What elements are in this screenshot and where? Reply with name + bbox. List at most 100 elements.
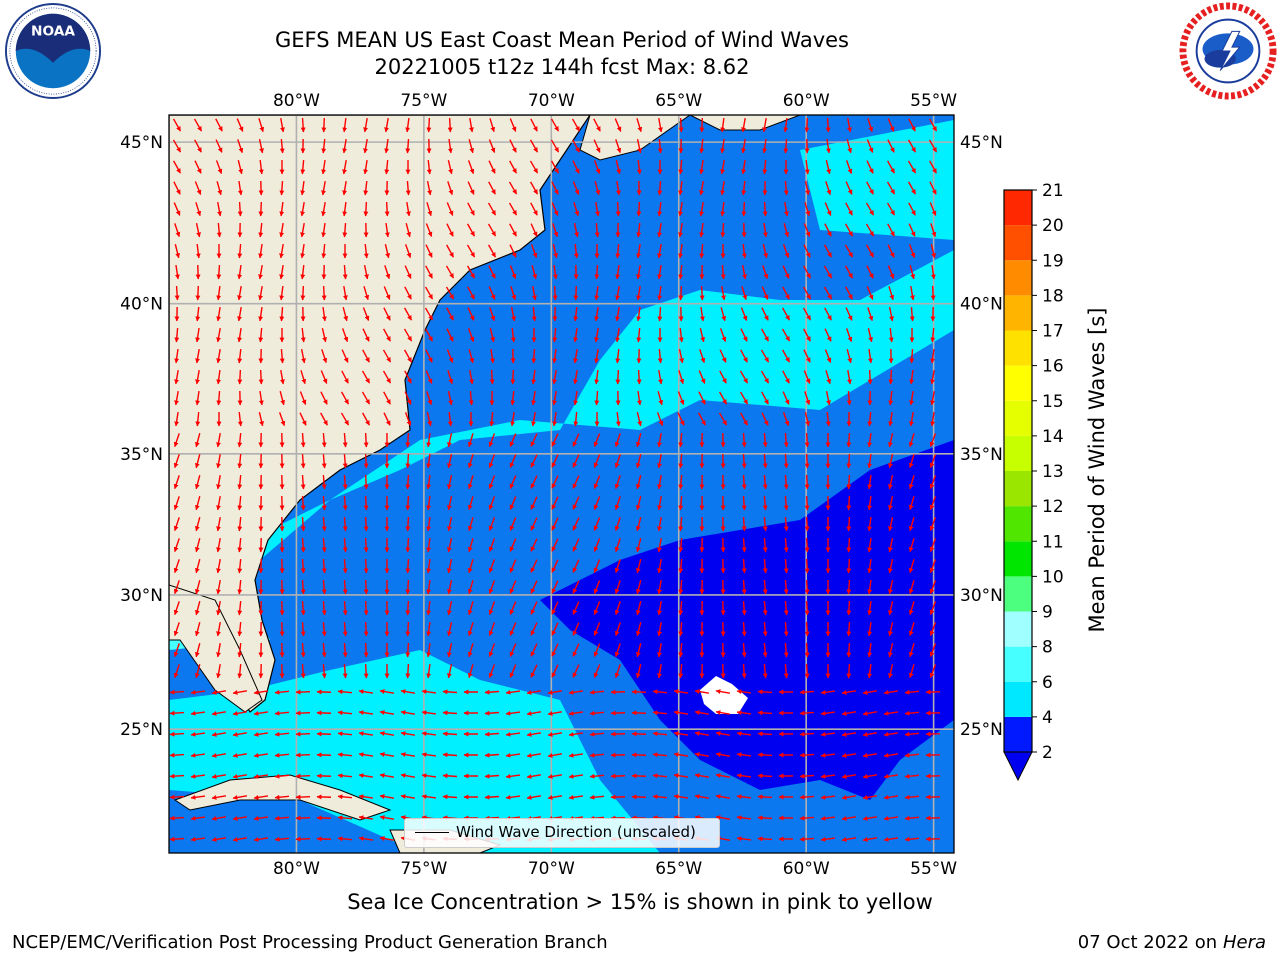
wave-direction-arrow: [469, 369, 474, 385]
wave-direction-arrow: [258, 369, 264, 385]
wave-direction-arrow: [886, 202, 896, 216]
wave-direction-arrow: [551, 643, 559, 657]
wave-direction-arrow: [657, 663, 662, 679]
wave-direction-arrow: [194, 622, 201, 637]
wave-direction-arrow: [300, 579, 306, 595]
wave-direction-arrow: [929, 601, 937, 616]
wave-direction-arrow: [237, 285, 242, 301]
lon-label-bottom: 65°W: [655, 859, 702, 879]
wave-direction-arrow: [908, 223, 916, 237]
wave-direction-arrow: [552, 285, 558, 301]
wave-direction-arrow: [825, 181, 832, 196]
wave-direction-arrow: [636, 369, 642, 385]
colorbar-tick-label: 12: [1042, 497, 1064, 517]
wave-direction-arrow: [867, 495, 873, 511]
wave-direction-arrow: [573, 369, 578, 385]
wave-direction-arrow: [720, 138, 725, 154]
wave-direction-arrow: [636, 390, 642, 406]
wave-direction-arrow: [299, 391, 307, 405]
wave-direction-arrow: [211, 837, 227, 842]
wave-direction-arrow: [216, 432, 221, 448]
wave-direction-arrow: [488, 286, 496, 300]
chart-subtitle: 20221005 t12z 144h fcst Max: 8.62: [374, 55, 750, 79]
wave-direction-arrow: [904, 836, 920, 842]
wave-direction-arrow: [426, 495, 432, 511]
wave-direction-arrow: [300, 180, 306, 196]
wave-direction-arrow: [741, 495, 747, 511]
wave-direction-arrow: [172, 139, 182, 153]
wave-direction-arrow: [862, 816, 878, 821]
wave-direction-arrow: [846, 495, 852, 511]
wave-direction-arrow: [741, 243, 747, 259]
wave-direction-arrow: [342, 474, 348, 490]
wave-direction-arrow: [888, 622, 894, 637]
wave-direction-arrow: [258, 306, 264, 322]
wave-direction-arrow: [321, 201, 326, 217]
wave-direction-arrow: [862, 774, 878, 779]
wave-direction-arrow: [781, 349, 791, 363]
wave-direction-arrow: [888, 517, 894, 532]
wave-direction-arrow: [363, 537, 369, 553]
wave-direction-arrow: [216, 663, 221, 679]
lat-label-left: 45°N: [120, 133, 163, 153]
wave-direction-arrow: [804, 516, 810, 532]
wave-direction-arrow: [442, 752, 458, 758]
lon-label-bottom: 80°W: [273, 859, 320, 879]
wave-direction-arrow: [216, 181, 223, 196]
wave-direction-arrow: [803, 223, 811, 237]
wave-direction-arrow: [295, 731, 311, 737]
wave-direction-arrow: [572, 139, 580, 153]
wave-direction-arrow: [531, 411, 536, 427]
wave-direction-arrow: [531, 369, 537, 385]
wave-direction-arrow: [237, 201, 243, 217]
wave-direction-arrow: [362, 412, 370, 426]
wave-direction-arrow: [888, 390, 894, 406]
wave-direction-arrow: [237, 516, 243, 532]
wave-direction-arrow: [421, 773, 437, 779]
wave-direction-arrow: [845, 286, 853, 300]
wave-direction-arrow: [799, 773, 815, 779]
wave-direction-arrow: [530, 517, 538, 531]
wave-direction-arrow: [215, 139, 223, 153]
wave-direction-arrow: [552, 327, 558, 343]
wave-direction-arrow: [274, 836, 290, 842]
wave-direction-arrow: [844, 223, 854, 237]
wave-direction-arrow: [820, 731, 836, 737]
wave-direction-arrow: [799, 794, 815, 800]
wave-direction-arrow: [300, 222, 305, 238]
wave-direction-arrow: [804, 495, 810, 511]
wave-direction-arrow: [715, 731, 731, 736]
wave-direction-arrow: [467, 307, 475, 321]
footer-branch: NCEP/EMC/Verification Post Processing Pr…: [12, 932, 608, 953]
wave-direction-arrow: [593, 118, 601, 132]
wave-direction-arrow: [740, 349, 748, 363]
wave-direction-arrow: [530, 664, 538, 678]
wave-direction-arrow: [426, 412, 432, 427]
wave-direction-arrow: [342, 307, 349, 322]
wave-direction-arrow: [253, 794, 269, 800]
wave-direction-arrow: [405, 474, 411, 490]
wave-direction-arrow: [425, 349, 433, 363]
wave-direction-arrow: [757, 836, 773, 842]
wave-direction-arrow: [442, 710, 458, 716]
wave-direction-arrow: [173, 664, 180, 679]
wave-direction-arrow: [342, 663, 348, 679]
wave-direction-arrow: [572, 475, 580, 489]
wave-direction-arrow: [908, 118, 916, 132]
wave-direction-arrow: [657, 558, 662, 574]
wave-direction-arrow: [253, 689, 269, 695]
wave-direction-arrow: [694, 752, 710, 757]
wave-direction-arrow: [720, 307, 727, 322]
lat-label-left: 25°N: [120, 720, 163, 740]
wave-direction-arrow: [635, 496, 642, 511]
wave-direction-arrow: [929, 433, 937, 448]
wave-direction-arrow: [532, 285, 537, 301]
wave-direction-arrow: [468, 349, 475, 364]
wave-direction-arrow: [866, 160, 874, 174]
wave-direction-arrow: [572, 601, 580, 615]
wave-direction-arrow: [572, 664, 580, 678]
wave-direction-arrow: [929, 181, 937, 195]
wave-direction-arrow: [342, 537, 348, 553]
wave-direction-arrow: [400, 794, 416, 799]
wave-direction-arrow: [741, 663, 747, 679]
